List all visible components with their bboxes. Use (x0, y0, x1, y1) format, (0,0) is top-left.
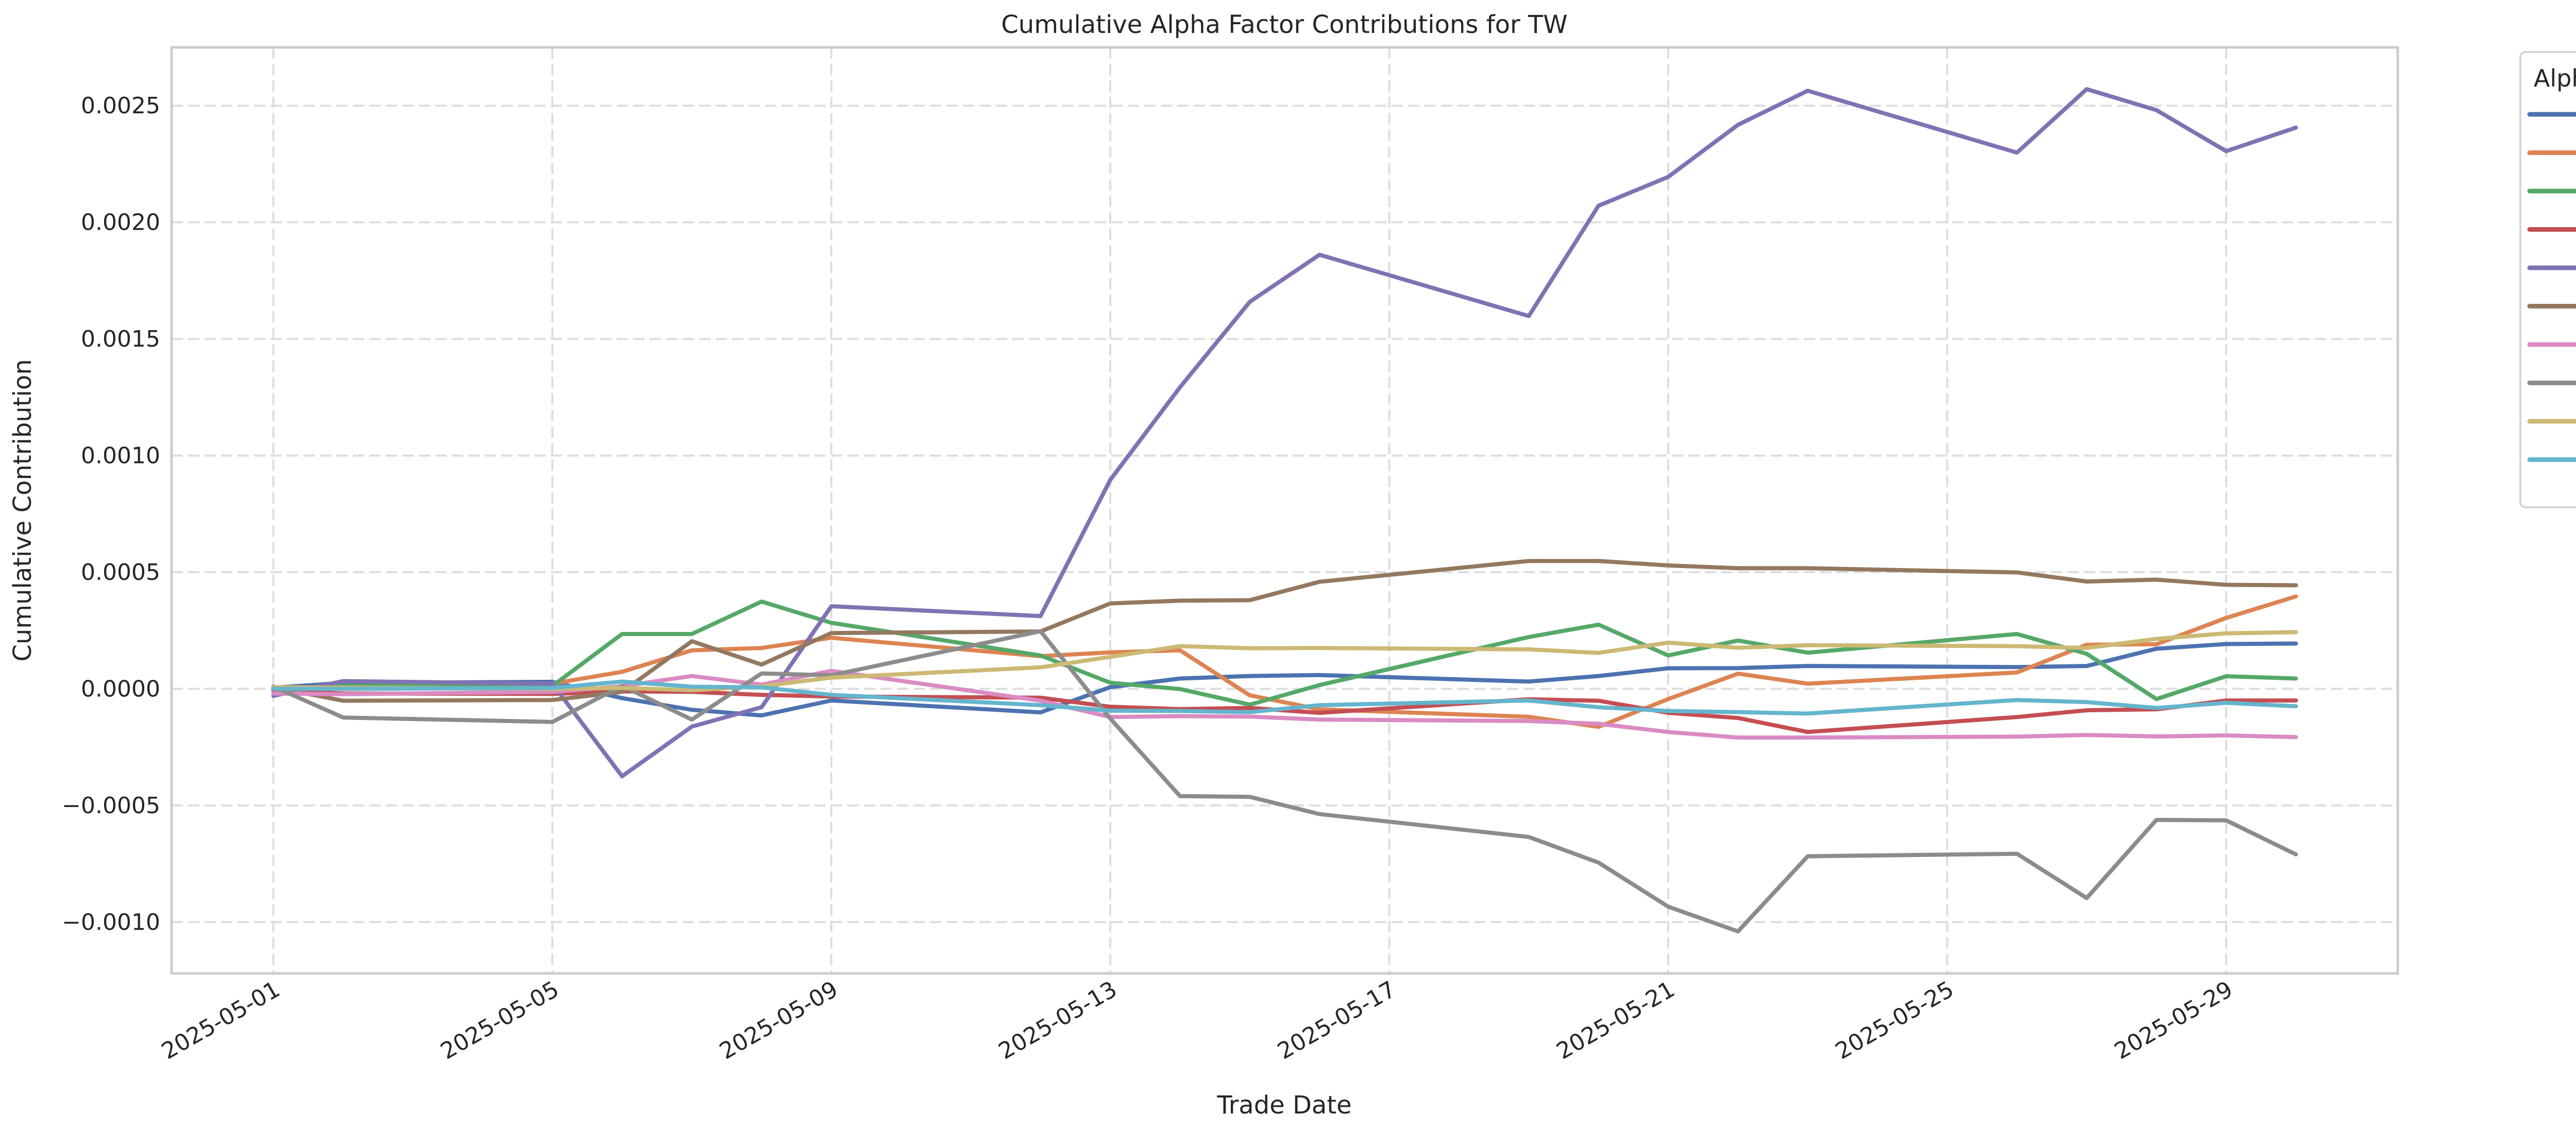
y-tick-labels: −0.0010 −0.0005 0.0000 0.0005 0.0010 0.0015 0.… (62, 93, 160, 935)
legend: Alpha Factor fmom linkage momentum neglect q… (2519, 51, 2576, 508)
x-tick-label: 2025-05-25 (1831, 976, 1958, 1065)
x-tick-labels: 2025-05-01 2025-05-05 2025-05-09 2025-05-13… (157, 976, 2237, 1065)
y-tick-label: 0.0025 (81, 93, 160, 119)
series-line-linkage (271, 594, 2298, 729)
y-tick-label: 0.0015 (81, 326, 160, 352)
legend-item-revision: revision (2527, 342, 2576, 347)
y-tick-label: 0.0020 (81, 210, 160, 236)
series-layer (271, 87, 2298, 934)
x-tick-label: 2025-05-21 (1552, 976, 1680, 1065)
x-tick-label: 2025-05-17 (1273, 976, 1400, 1065)
y-tick-label: 0.0010 (81, 443, 160, 469)
x-gridlines (272, 47, 2227, 973)
legend-item-value_gc: value_gc (2527, 419, 2576, 424)
plot-frame (170, 46, 2399, 975)
series-line-value_liq (271, 679, 2298, 716)
legend-item-reversal: reversal (2527, 304, 2576, 308)
x-tick-label: 2025-05-13 (994, 976, 1122, 1065)
y-tick-label: −0.0010 (62, 909, 160, 935)
series-line-reversal (271, 559, 2298, 703)
y-tick-label: 0.0000 (81, 676, 160, 702)
x-tick-label: 2025-05-01 (157, 976, 284, 1065)
series-line-quality (271, 87, 2298, 779)
series-line-momentum (271, 599, 2298, 707)
y-tick-label: −0.0005 (62, 793, 160, 819)
legend-item-neglect: neglect (2527, 227, 2576, 232)
legend-box (2519, 51, 2576, 508)
series-line-value_gc (271, 630, 2298, 693)
legend-item-quality: quality (2527, 265, 2576, 270)
series-line-stability (271, 629, 2298, 934)
y-tick-label: 0.0005 (81, 559, 160, 586)
series-line-revision (271, 668, 2298, 740)
legend-item-fmom: fmom (2527, 112, 2576, 117)
legend-item-momentum: momentum (2527, 188, 2576, 194)
legend-item-linkage: linkage (2527, 150, 2576, 155)
y-axis-label: Cumulative Contribution (8, 359, 37, 661)
x-tick-label: 2025-05-29 (2110, 976, 2238, 1065)
x-tick-label: 2025-05-09 (715, 976, 842, 1065)
legend-items: fmom linkage momentum neglect quality reversa… (2527, 112, 2576, 462)
legend-item-value_liq: value_liq (2527, 457, 2576, 462)
legend-item-stability: stability (2527, 381, 2576, 385)
y-gridlines (172, 105, 2398, 923)
chart-title: Cumulative Alpha Factor Contributions fo… (1001, 10, 1567, 39)
x-axis-label: Trade Date (1216, 1091, 1351, 1120)
legend-title: Alpha Factor (2534, 64, 2576, 92)
x-tick-label: 2025-05-05 (436, 976, 564, 1065)
